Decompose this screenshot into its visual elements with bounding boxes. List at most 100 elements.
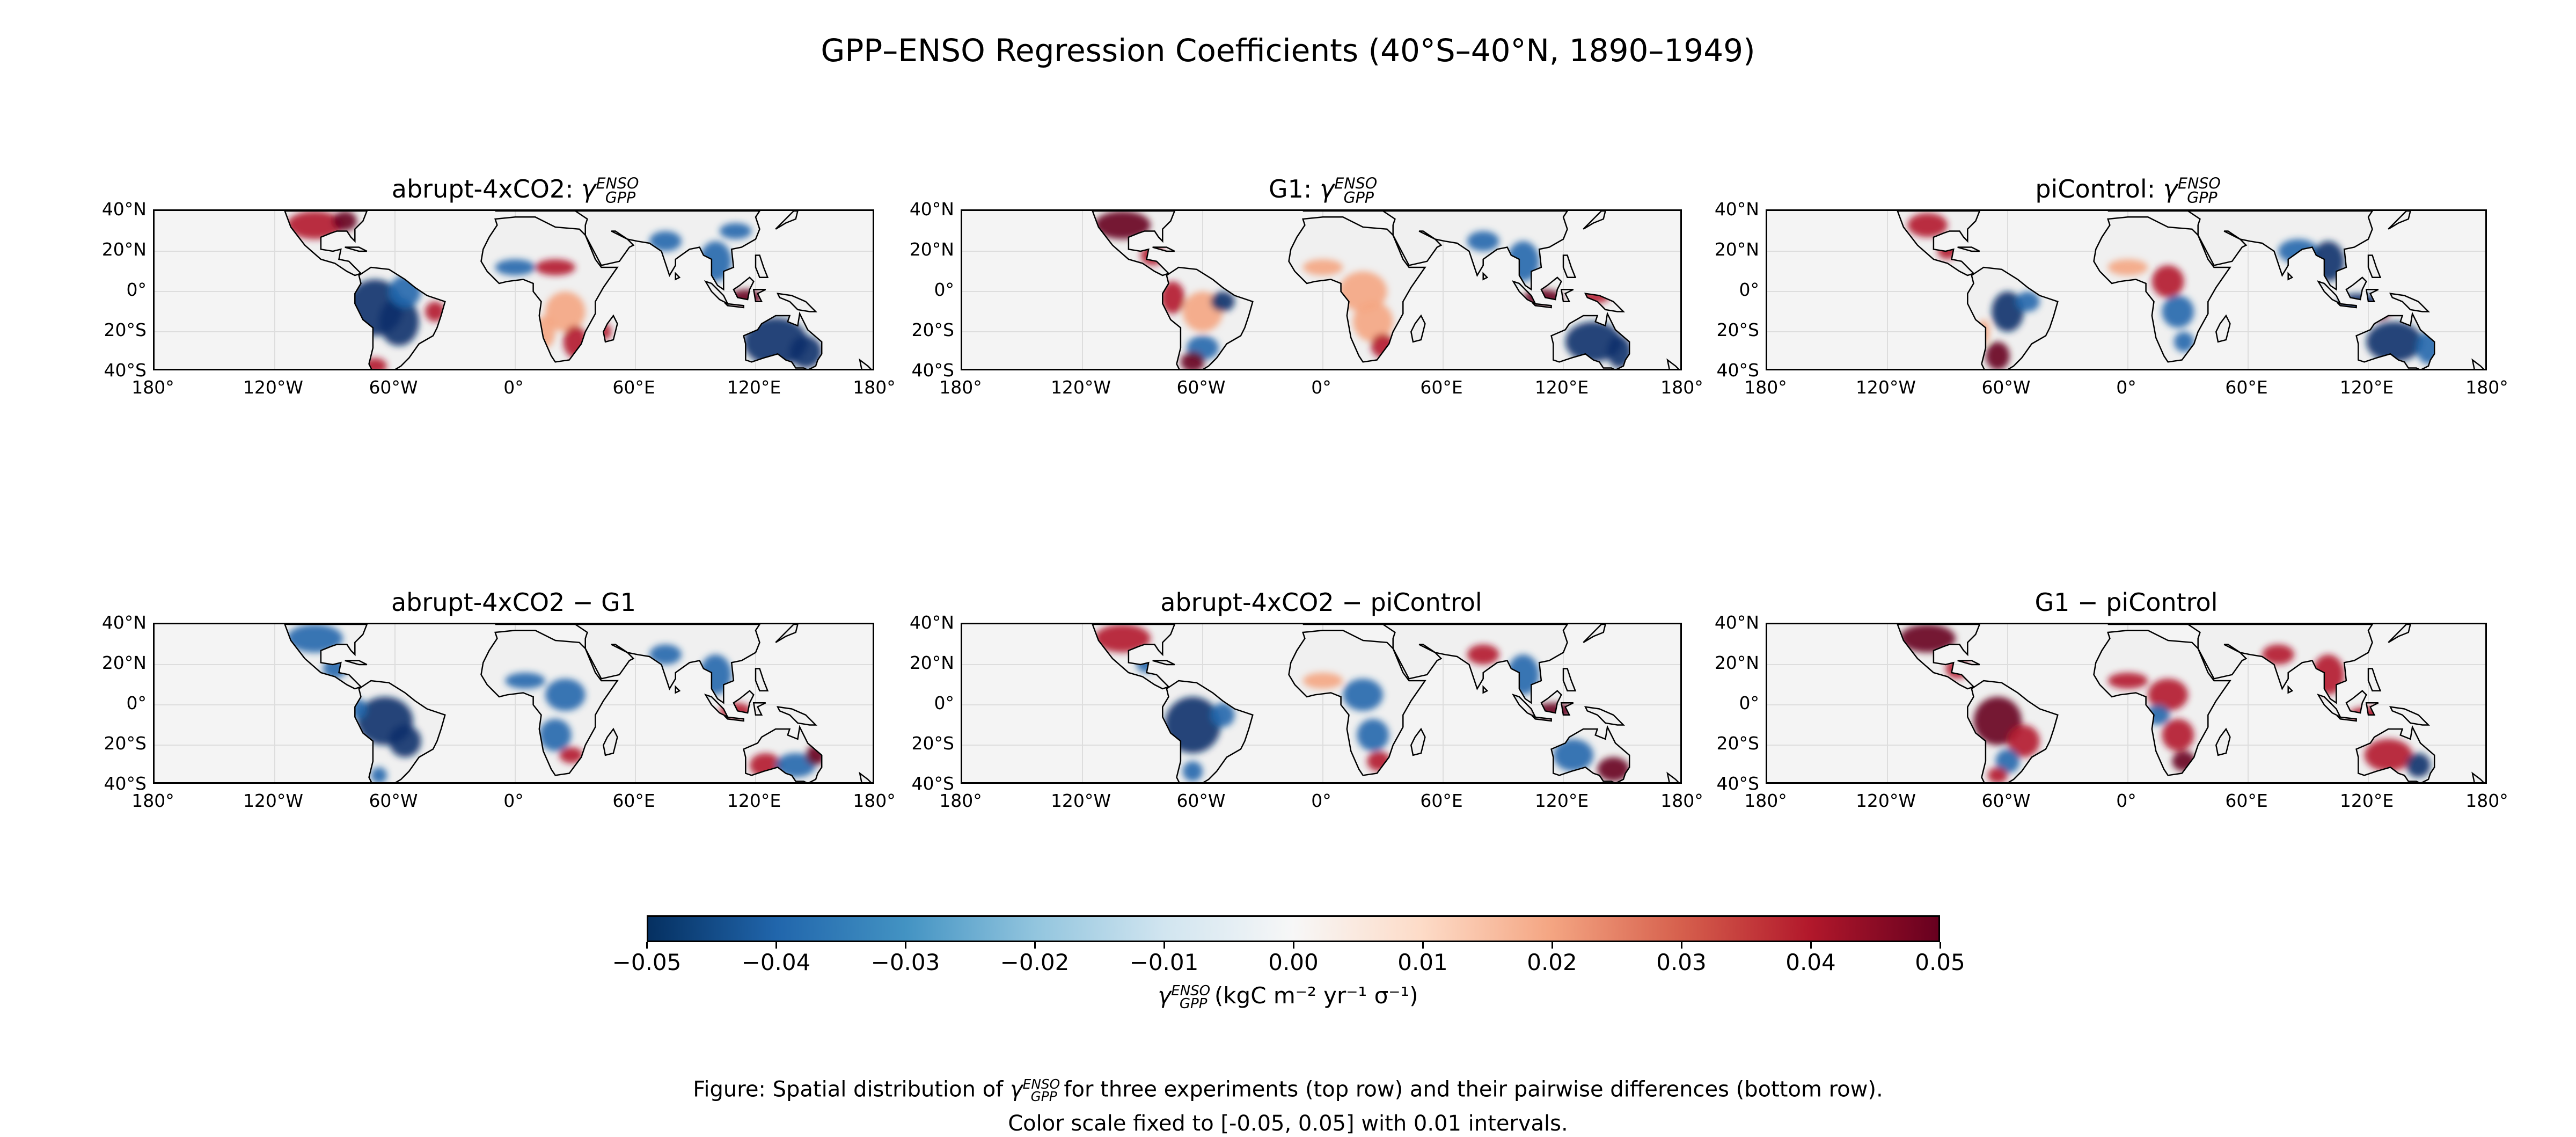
coastline [2215, 314, 2231, 343]
coastline [1482, 272, 1489, 281]
lon-tick-label: 120°W [1855, 377, 1916, 398]
lon-tick-label: 180° [1660, 790, 1703, 811]
panel-title: abrupt-4xCO2: γENSOGPP [391, 174, 639, 207]
gpp-anomaly-region [1973, 697, 2022, 745]
lon-tick-label: 120°W [1855, 790, 1916, 811]
colorbar-tick-label: 0.05 [1915, 949, 1965, 975]
coastline [859, 358, 872, 369]
lon-tick-label: 60°W [369, 790, 418, 811]
lon-tick-label: 60°E [612, 790, 655, 811]
coastline [859, 771, 872, 782]
gpp-anomaly-region [1565, 322, 1622, 362]
coastline [755, 668, 769, 692]
gpp-anomaly-region [2008, 725, 2040, 757]
gpp-anomaly-region [1343, 679, 1383, 711]
lat-tick-label: 20°N [101, 652, 147, 673]
gpp-anomaly-region [1907, 213, 1948, 237]
coastline [776, 293, 818, 312]
gpp-anomaly-region [2146, 705, 2170, 725]
gpp-anomaly-region [1210, 703, 1235, 727]
gpp-anomaly-region [323, 658, 347, 679]
lat-tick-label: 0° [934, 279, 955, 300]
lat-tick-label: 20°S [104, 733, 147, 754]
colorbar-tick-mark [775, 942, 777, 949]
colorbar-tick-mark [1940, 942, 1941, 949]
gpp-anomaly-region [1210, 291, 1235, 312]
coastline [743, 311, 823, 369]
gpp-anomaly-region [1367, 751, 1391, 771]
colorbar-tick-label: −0.05 [612, 949, 682, 975]
coastline [1550, 725, 1630, 782]
coastline [2365, 289, 2379, 303]
coastline [2367, 254, 2382, 279]
gpp-anomaly-region [699, 241, 732, 282]
coastline [284, 211, 368, 276]
lat-tick-label: 20°S [911, 319, 954, 340]
gpp-anomaly-region [1338, 271, 1387, 312]
lat-tick-label: 20°N [1714, 652, 1759, 673]
coastline [2287, 272, 2294, 281]
coastline [1531, 716, 1552, 722]
colorbar-tick-label: −0.04 [741, 949, 811, 975]
lat-tick-label: 20°S [104, 319, 147, 340]
lon-tick-label: 120°E [2339, 377, 2394, 398]
coastline [2389, 293, 2431, 312]
coastline [2336, 716, 2357, 722]
lon-tick-label: 180° [1744, 377, 1787, 398]
coastline [2355, 311, 2435, 369]
gpp-anomaly-region [1140, 245, 1165, 266]
lon-tick-label: 120°W [1050, 790, 1111, 811]
lat-tick-label: 40°S [104, 360, 147, 381]
map-panel [961, 209, 1682, 370]
lon-tick-label: 60°W [1176, 377, 1226, 398]
gpp-anomaly-region [1094, 624, 1151, 653]
colorbar-label-sub: GPP [1179, 996, 1208, 1012]
coastline [775, 211, 799, 230]
coastline [1957, 660, 1980, 666]
lon-tick-label: 60°E [2225, 790, 2268, 811]
gpp-anomaly-region [535, 259, 575, 275]
coastline [1152, 246, 1175, 252]
coastline [723, 302, 744, 309]
gpp-anomaly-region [2148, 679, 2188, 711]
lat-tick-label: 40°N [909, 612, 954, 633]
lon-tick-label: 0° [1311, 790, 1331, 811]
caption-line-1: Figure: Spatial distribution of γENSOGPP… [693, 1076, 1883, 1105]
gpp-anomaly-region [789, 336, 822, 368]
colorbar-tick-mark [1810, 942, 1812, 949]
colorbar-tick-mark [1681, 942, 1682, 949]
map-panel [1766, 623, 2487, 784]
lon-tick-label: 60°W [1981, 377, 2031, 398]
colorbar-tick-label: 0.01 [1397, 949, 1448, 975]
coastline [1162, 680, 1254, 782]
coastline [1410, 314, 1426, 343]
coastline [1584, 706, 1626, 726]
gpp-anomaly-region [2015, 291, 2040, 312]
coastline [354, 266, 446, 369]
coastline [284, 624, 368, 690]
coastline [1957, 246, 1980, 252]
coastline [1410, 727, 1426, 756]
colorbar-tick-label: 0.04 [1785, 949, 1836, 975]
lon-tick-label: 0° [503, 377, 524, 398]
gpp-anomaly-region [389, 725, 421, 757]
lat-tick-label: 20°S [911, 733, 954, 754]
lat-tick-label: 40°S [911, 773, 954, 794]
panel-title: piControl: γENSOGPP [2035, 174, 2221, 207]
coastline [1897, 211, 1981, 276]
coastline [776, 706, 818, 726]
gpp-anomaly-region [505, 673, 546, 689]
gpp-anomaly-region [350, 698, 367, 719]
gpp-anomaly-region [1899, 624, 1956, 653]
lat-tick-label: 40°S [911, 360, 954, 381]
coastline [345, 246, 368, 252]
coastline [2388, 211, 2411, 230]
panel-title: abrupt-4xCO2 − G1 [391, 588, 636, 617]
map-panel [1766, 209, 2487, 370]
coastline [1540, 690, 1562, 714]
gpp-anomaly-region [287, 211, 343, 239]
gpp-anomaly-region [649, 231, 682, 251]
coastline [2215, 727, 2231, 756]
coastline [2471, 771, 2484, 782]
gpp-anomaly-region [2107, 673, 2148, 689]
